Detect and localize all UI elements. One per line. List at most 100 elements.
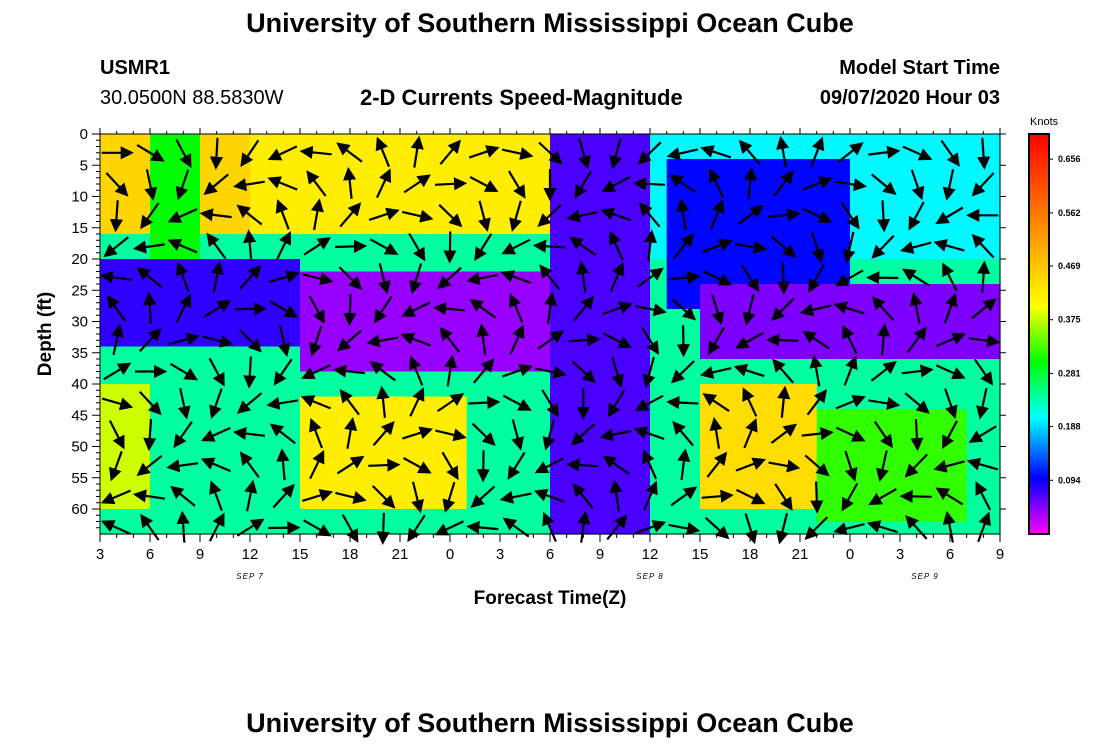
heatmap-cell <box>600 309 618 323</box>
heatmap-cell <box>250 159 268 173</box>
heatmap-cell <box>900 434 918 448</box>
heatmap-cell <box>150 359 168 373</box>
heatmap-cell <box>883 384 901 398</box>
heatmap-cell <box>566 521 584 535</box>
heatmap-cell <box>466 484 484 498</box>
heatmap-cell <box>583 346 601 360</box>
heatmap-cell <box>400 234 418 248</box>
heatmap-cell <box>100 284 118 298</box>
heatmap-cell <box>800 434 818 448</box>
current-vector-arrow <box>743 166 757 200</box>
current-vector-arrow <box>905 514 928 540</box>
y-tick-label: 20 <box>71 251 88 268</box>
current-vector-arrow <box>138 391 162 416</box>
heatmap-cell <box>450 196 468 210</box>
heatmap-cell <box>466 234 484 248</box>
heatmap-cell <box>400 346 418 360</box>
heatmap-cell <box>333 309 351 323</box>
heatmap-cell <box>300 509 318 523</box>
heatmap-cell <box>150 221 168 235</box>
colorbar-label: 0.375 <box>1058 315 1081 325</box>
heatmap-cell <box>500 134 518 148</box>
heatmap-cell <box>550 271 568 285</box>
heatmap-cell <box>433 134 451 148</box>
heatmap-cell <box>450 484 468 498</box>
heatmap-cell <box>566 446 584 460</box>
heatmap-cell <box>366 321 384 335</box>
heatmap-cell <box>416 521 434 535</box>
heatmap-cell <box>583 396 601 410</box>
heatmap-cell <box>850 196 868 210</box>
heatmap-cell <box>150 396 168 410</box>
current-vector-arrow <box>904 392 930 414</box>
heatmap-cell <box>650 284 668 298</box>
heatmap-cell <box>500 484 518 498</box>
heatmap-cell <box>750 209 768 223</box>
heatmap-cell <box>366 421 384 435</box>
heatmap-cell <box>416 159 434 173</box>
heatmap-cell <box>150 246 168 260</box>
current-vector-arrow <box>269 300 299 318</box>
heatmap-cell <box>100 309 118 323</box>
heatmap-cell <box>933 159 951 173</box>
heatmap-cell <box>400 321 418 335</box>
current-vector-arrow <box>776 262 791 295</box>
heatmap-cell <box>783 471 801 485</box>
heatmap-cell <box>416 221 434 235</box>
current-vector-arrow <box>977 511 991 543</box>
station-coords: 30.0500N 88.5830W <box>100 87 284 109</box>
heatmap-cell <box>700 234 718 248</box>
heatmap-cell <box>150 209 168 223</box>
heatmap-cell <box>416 184 434 198</box>
heatmap-cell <box>983 434 1001 448</box>
heatmap-cell <box>983 359 1001 373</box>
model-start-time: 09/07/2020 Hour 03 <box>819 87 1000 109</box>
current-vector-arrow <box>109 200 123 233</box>
current-vector-arrow <box>175 138 192 168</box>
heatmap-cell <box>383 434 401 448</box>
heatmap-cell <box>150 459 168 473</box>
current-vector-arrow <box>601 176 631 193</box>
heatmap-cell <box>800 371 818 385</box>
chart-subtitle: 2-D Currents Speed-Magnitude <box>360 85 683 110</box>
heatmap-cell <box>800 484 818 498</box>
heatmap-cell <box>350 509 368 523</box>
heatmap-cell <box>966 134 984 148</box>
heatmap-cell <box>500 259 518 273</box>
current-vector-arrow <box>507 451 526 480</box>
heatmap-cell <box>983 321 1001 335</box>
current-vector-arrow <box>609 479 623 512</box>
heatmap-cell <box>333 371 351 385</box>
heatmap-cell <box>266 284 284 298</box>
heatmap-cell <box>733 321 751 335</box>
current-vector-arrow <box>899 489 932 504</box>
heatmap-cell <box>483 509 501 523</box>
heatmap-cell <box>716 134 734 148</box>
x-date-label: SEP 8 <box>636 572 663 581</box>
heatmap-cell <box>533 134 551 148</box>
heatmap-cell <box>950 346 968 360</box>
heatmap-cell <box>983 259 1001 273</box>
current-vector-arrow <box>676 325 691 358</box>
current-vector-arrow <box>203 299 232 318</box>
current-vector-arrow <box>670 486 698 507</box>
heatmap-cell <box>633 184 651 198</box>
current-vector-arrow <box>602 455 630 475</box>
heatmap-cell <box>450 134 468 148</box>
current-vector-arrow <box>469 298 497 319</box>
heatmap-cell <box>183 346 201 360</box>
heatmap-cell <box>133 221 151 235</box>
heatmap-cell <box>883 134 901 148</box>
current-vector-arrow <box>638 202 661 228</box>
heatmap-cell <box>583 384 601 398</box>
x-tick-label: 18 <box>342 546 359 563</box>
heatmap-cell <box>400 421 418 435</box>
heatmap-cell <box>633 246 651 260</box>
heatmap-cell <box>800 521 818 535</box>
heatmap-cell <box>983 221 1001 235</box>
heatmap-cell <box>300 221 318 235</box>
heatmap-cell <box>116 471 134 485</box>
heatmap-cell <box>750 384 768 398</box>
heatmap-cell <box>950 196 968 210</box>
current-vector-arrow <box>902 268 930 287</box>
